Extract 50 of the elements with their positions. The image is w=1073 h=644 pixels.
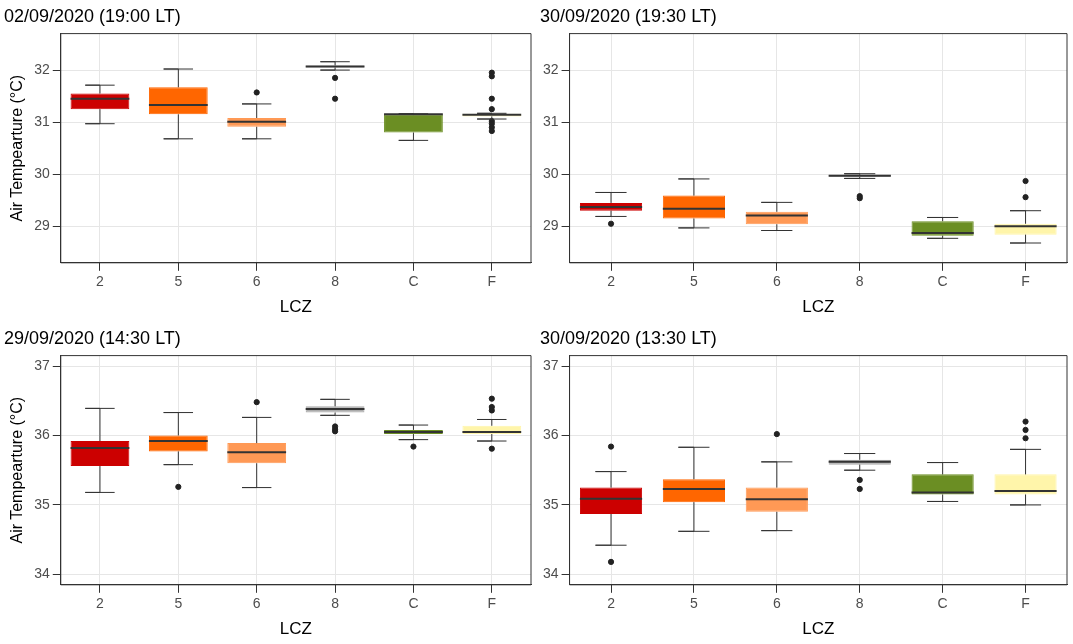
y-tick-label: 29 (542, 217, 559, 234)
x-tick-label: 5 (690, 595, 699, 612)
y-axis-title: Air Tempearture (°C) (8, 396, 26, 544)
chart-title: 02/09/2020 (19:00 LT) (4, 5, 181, 26)
x-axis-title: LCZ (802, 297, 835, 317)
y-tick-label: 30 (542, 165, 559, 182)
chart-title: 30/09/2020 (13:30 LT) (540, 327, 717, 348)
x-tick-label: F (487, 595, 497, 612)
x-axis-title: LCZ (279, 619, 312, 639)
x-tick-label: F (1021, 273, 1030, 290)
y-axis-title: Air Tempearture (°C) (8, 74, 26, 222)
x-tick-label: C (408, 595, 419, 612)
y-tick-label: 36 (34, 426, 50, 443)
x-tick-label: 5 (174, 273, 183, 290)
y-tick-label: 34 (542, 565, 559, 582)
x-tick-label: 8 (855, 595, 864, 612)
chart-title: 29/09/2020 (14:30 LT) (4, 327, 181, 348)
x-tick-label: 2 (607, 273, 616, 290)
y-tick-label: 34 (34, 565, 50, 582)
y-tick-label: 31 (542, 113, 559, 130)
x-tick-label: 6 (772, 273, 781, 290)
x-axis-title: LCZ (802, 619, 835, 639)
y-tick-label: 36 (542, 426, 559, 443)
x-axis-title: LCZ (279, 297, 312, 317)
y-tick-label: 29 (34, 217, 50, 234)
x-tick-label: 6 (252, 595, 261, 612)
y-tick-label: 35 (542, 495, 559, 512)
x-tick-label: 8 (331, 273, 340, 290)
x-tick-label: 6 (772, 595, 781, 612)
x-tick-label: C (408, 273, 419, 290)
y-tick-label: 32 (542, 60, 559, 77)
y-tick-label: 32 (34, 60, 50, 77)
y-tick-label: 30 (34, 165, 50, 182)
x-tick-label: F (487, 273, 497, 290)
x-tick-label: 5 (690, 273, 699, 290)
x-tick-label: 5 (174, 595, 183, 612)
x-tick-label: C (937, 595, 948, 612)
x-tick-label: 6 (252, 273, 261, 290)
x-tick-label: 2 (96, 273, 105, 290)
y-tick-label: 35 (34, 495, 50, 512)
x-tick-label: 2 (607, 595, 616, 612)
y-tick-label: 37 (542, 356, 559, 373)
y-tick-label: 37 (34, 356, 50, 373)
y-tick-label: 31 (34, 113, 50, 130)
chart-title: 30/09/2020 (19:30 LT) (540, 5, 717, 26)
x-tick-label: C (937, 273, 948, 290)
x-tick-label: 2 (96, 595, 105, 612)
x-tick-label: 8 (331, 595, 340, 612)
x-tick-label: F (1021, 595, 1030, 612)
x-tick-label: 8 (855, 273, 864, 290)
